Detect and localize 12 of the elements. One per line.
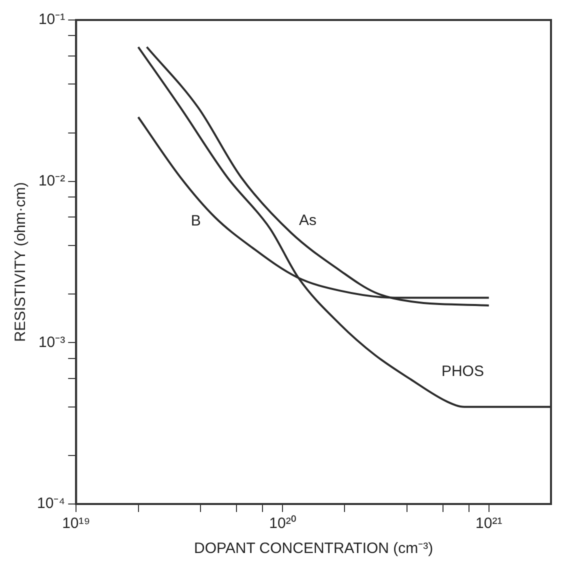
y-tick-label: 10⁻²: [38, 172, 66, 190]
series-label: As: [299, 212, 317, 229]
y-axis-title: RESISTIVITY (ohm·cm): [12, 182, 30, 342]
x-tick-label: 10¹⁹: [62, 515, 90, 532]
x-tick-label: 10²¹: [476, 515, 502, 532]
series-label: PHOS: [441, 362, 484, 380]
y-tick-label: 10⁻¹: [38, 11, 66, 28]
series-label: B: [190, 212, 201, 230]
y-tick-label: 10⁻³: [38, 334, 66, 351]
x-axis-title: DOPANT CONCENTRATION (cm⁻³): [194, 540, 434, 558]
x-tick-label: 10²⁰: [269, 515, 296, 532]
y-tick-label: 10⁻⁴: [36, 495, 66, 512]
